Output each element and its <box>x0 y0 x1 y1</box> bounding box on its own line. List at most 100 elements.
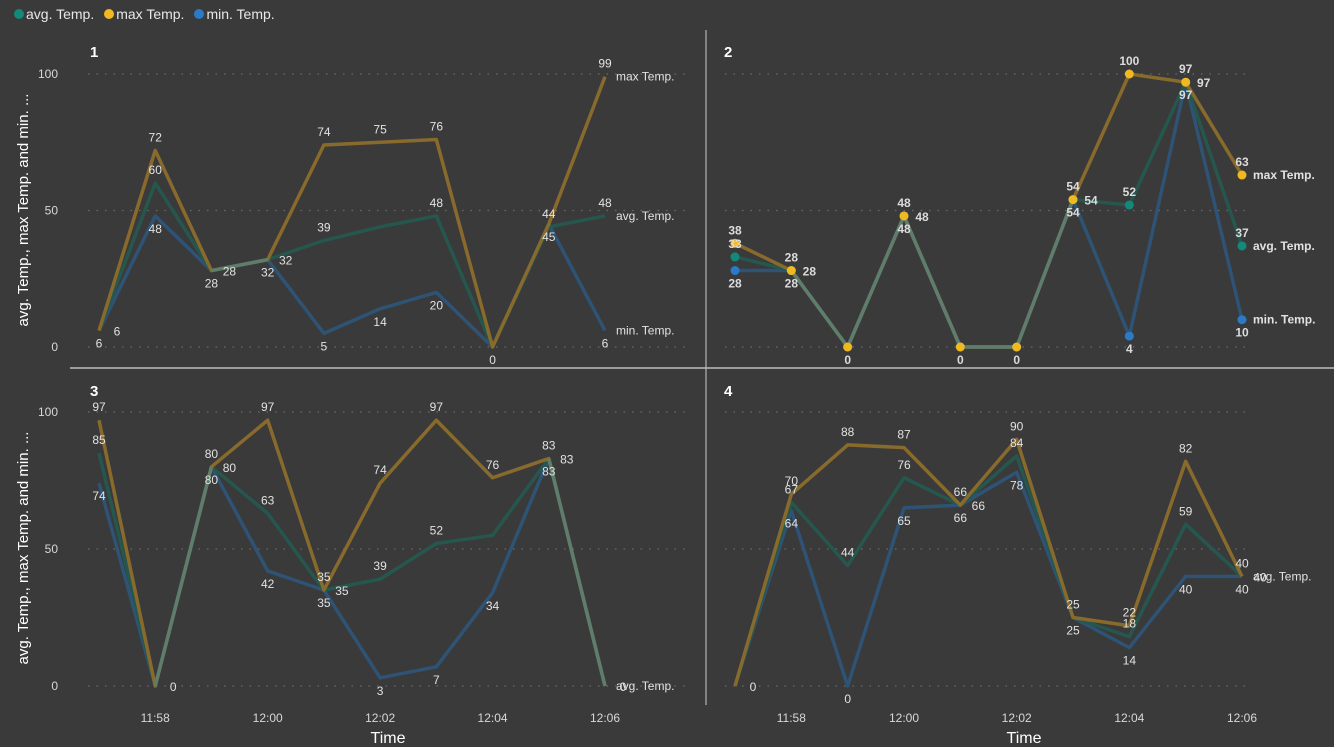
data-label: 97 <box>1179 88 1193 102</box>
data-label: 66 <box>954 511 968 525</box>
panel-title: 2 <box>724 44 732 61</box>
data-label: 87 <box>897 428 911 442</box>
data-label: 25 <box>1066 624 1080 638</box>
data-label: 97 <box>261 400 275 414</box>
panel-title: 3 <box>90 383 98 400</box>
data-label: 28 <box>785 251 799 265</box>
data-point-marker <box>955 342 965 352</box>
series-end-label: avg. Temp. <box>616 679 674 693</box>
data-label: 90 <box>1010 419 1024 433</box>
data-label: 48 <box>430 196 444 210</box>
data-label: 28 <box>785 277 799 291</box>
data-label: 72 <box>149 130 163 144</box>
data-label: 22 <box>1123 606 1137 620</box>
data-label: 6 <box>96 337 103 351</box>
data-label: 0 <box>489 353 496 367</box>
data-label: 76 <box>430 120 444 134</box>
merged-series-segment <box>789 269 850 349</box>
data-label: 42 <box>261 577 275 591</box>
data-label: 38 <box>728 223 742 237</box>
data-label: 97 <box>1197 76 1211 90</box>
data-label: 54 <box>1066 180 1080 194</box>
x-tick-label: 12:02 <box>1002 711 1032 725</box>
series-line-mintemp <box>97 456 607 688</box>
data-label: 35 <box>335 584 349 598</box>
data-label: 6 <box>114 325 121 339</box>
legend-label: avg. Temp. <box>26 6 95 22</box>
legend-item-avg[interactable]: avg. Temp. <box>14 6 94 22</box>
data-label: 25 <box>1066 598 1080 612</box>
data-label: 97 <box>430 400 444 414</box>
data-label: 34 <box>486 599 500 613</box>
data-point-marker <box>786 266 796 276</box>
x-tick-label: 11:58 <box>141 711 170 725</box>
merged-series-segment <box>902 215 962 348</box>
data-label: 6 <box>602 337 609 351</box>
data-point-marker <box>1124 69 1134 79</box>
x-tick-label: 12:00 <box>253 711 283 725</box>
data-label: 33 <box>728 237 742 251</box>
data-label: 0 <box>750 680 757 694</box>
data-label: 35 <box>317 570 331 584</box>
data-label: 28 <box>728 277 742 291</box>
data-label: 3 <box>377 684 384 698</box>
data-label: 54 <box>1066 206 1080 220</box>
x-tick-label: 11:58 <box>777 711 806 725</box>
data-label: 48 <box>915 210 929 224</box>
legend-item-max[interactable]: max Temp. <box>104 6 184 22</box>
legend-item-min[interactable]: min. Temp. <box>194 6 275 22</box>
data-label: 44 <box>542 207 556 221</box>
data-label: 78 <box>1010 478 1024 492</box>
series-line-mintemp <box>733 470 1242 688</box>
data-label: 80 <box>205 473 219 487</box>
y-axis-title-top: avg. Temp., max Temp. and min. ... <box>15 94 32 327</box>
data-label: 37 <box>1235 226 1249 240</box>
data-label: 63 <box>1235 155 1249 169</box>
data-label: 20 <box>430 298 444 312</box>
data-label: 80 <box>205 447 219 461</box>
data-label: 74 <box>92 489 106 503</box>
legend-label: min. Temp. <box>206 6 275 22</box>
data-label: 35 <box>317 596 331 610</box>
data-label: 39 <box>373 559 387 573</box>
data-label: 32 <box>279 254 293 268</box>
data-label: 74 <box>317 125 331 139</box>
data-label: 65 <box>897 514 911 528</box>
data-label: 54 <box>1084 194 1098 208</box>
data-label: 59 <box>1179 504 1193 518</box>
data-point-marker <box>730 266 740 276</box>
data-label: 0 <box>1013 353 1020 367</box>
data-label: 97 <box>1179 62 1193 76</box>
data-label: 0 <box>620 680 627 694</box>
legend-dot-max-icon <box>104 9 115 19</box>
data-label: 48 <box>897 222 911 236</box>
data-label: 60 <box>149 163 163 177</box>
data-label: 64 <box>785 517 799 531</box>
data-label: 80 <box>223 461 237 475</box>
data-label: 99 <box>598 57 612 71</box>
data-label: 39 <box>317 221 331 235</box>
y-tick-label: 0 <box>51 679 58 693</box>
series-end-label: avg. Temp. <box>616 209 674 223</box>
x-tick-label: 12:04 <box>478 711 508 725</box>
data-label: 18 <box>1123 617 1137 631</box>
data-label: 67 <box>785 482 799 496</box>
legend-label: max Temp. <box>116 6 185 22</box>
merged-series-segment <box>547 458 607 687</box>
data-label: 84 <box>1010 436 1024 450</box>
data-label: 97 <box>92 400 106 414</box>
series-end-label: max Temp. <box>1253 168 1315 182</box>
data-label: 7 <box>433 673 440 687</box>
data-label: 40 <box>1235 582 1249 596</box>
data-label: 5 <box>321 339 328 353</box>
series-end-label: avg. Temp. <box>1253 569 1311 583</box>
y-tick-label: 100 <box>38 67 58 81</box>
data-label: 40 <box>1253 570 1267 584</box>
data-label: 32 <box>261 266 275 280</box>
data-label: 83 <box>560 453 574 467</box>
data-point-marker <box>730 252 740 262</box>
series-line-avgtemp <box>97 452 607 688</box>
y-tick-label: 0 <box>51 340 58 354</box>
legend-dot-avg-icon <box>14 9 24 19</box>
data-label: 28 <box>223 265 237 279</box>
